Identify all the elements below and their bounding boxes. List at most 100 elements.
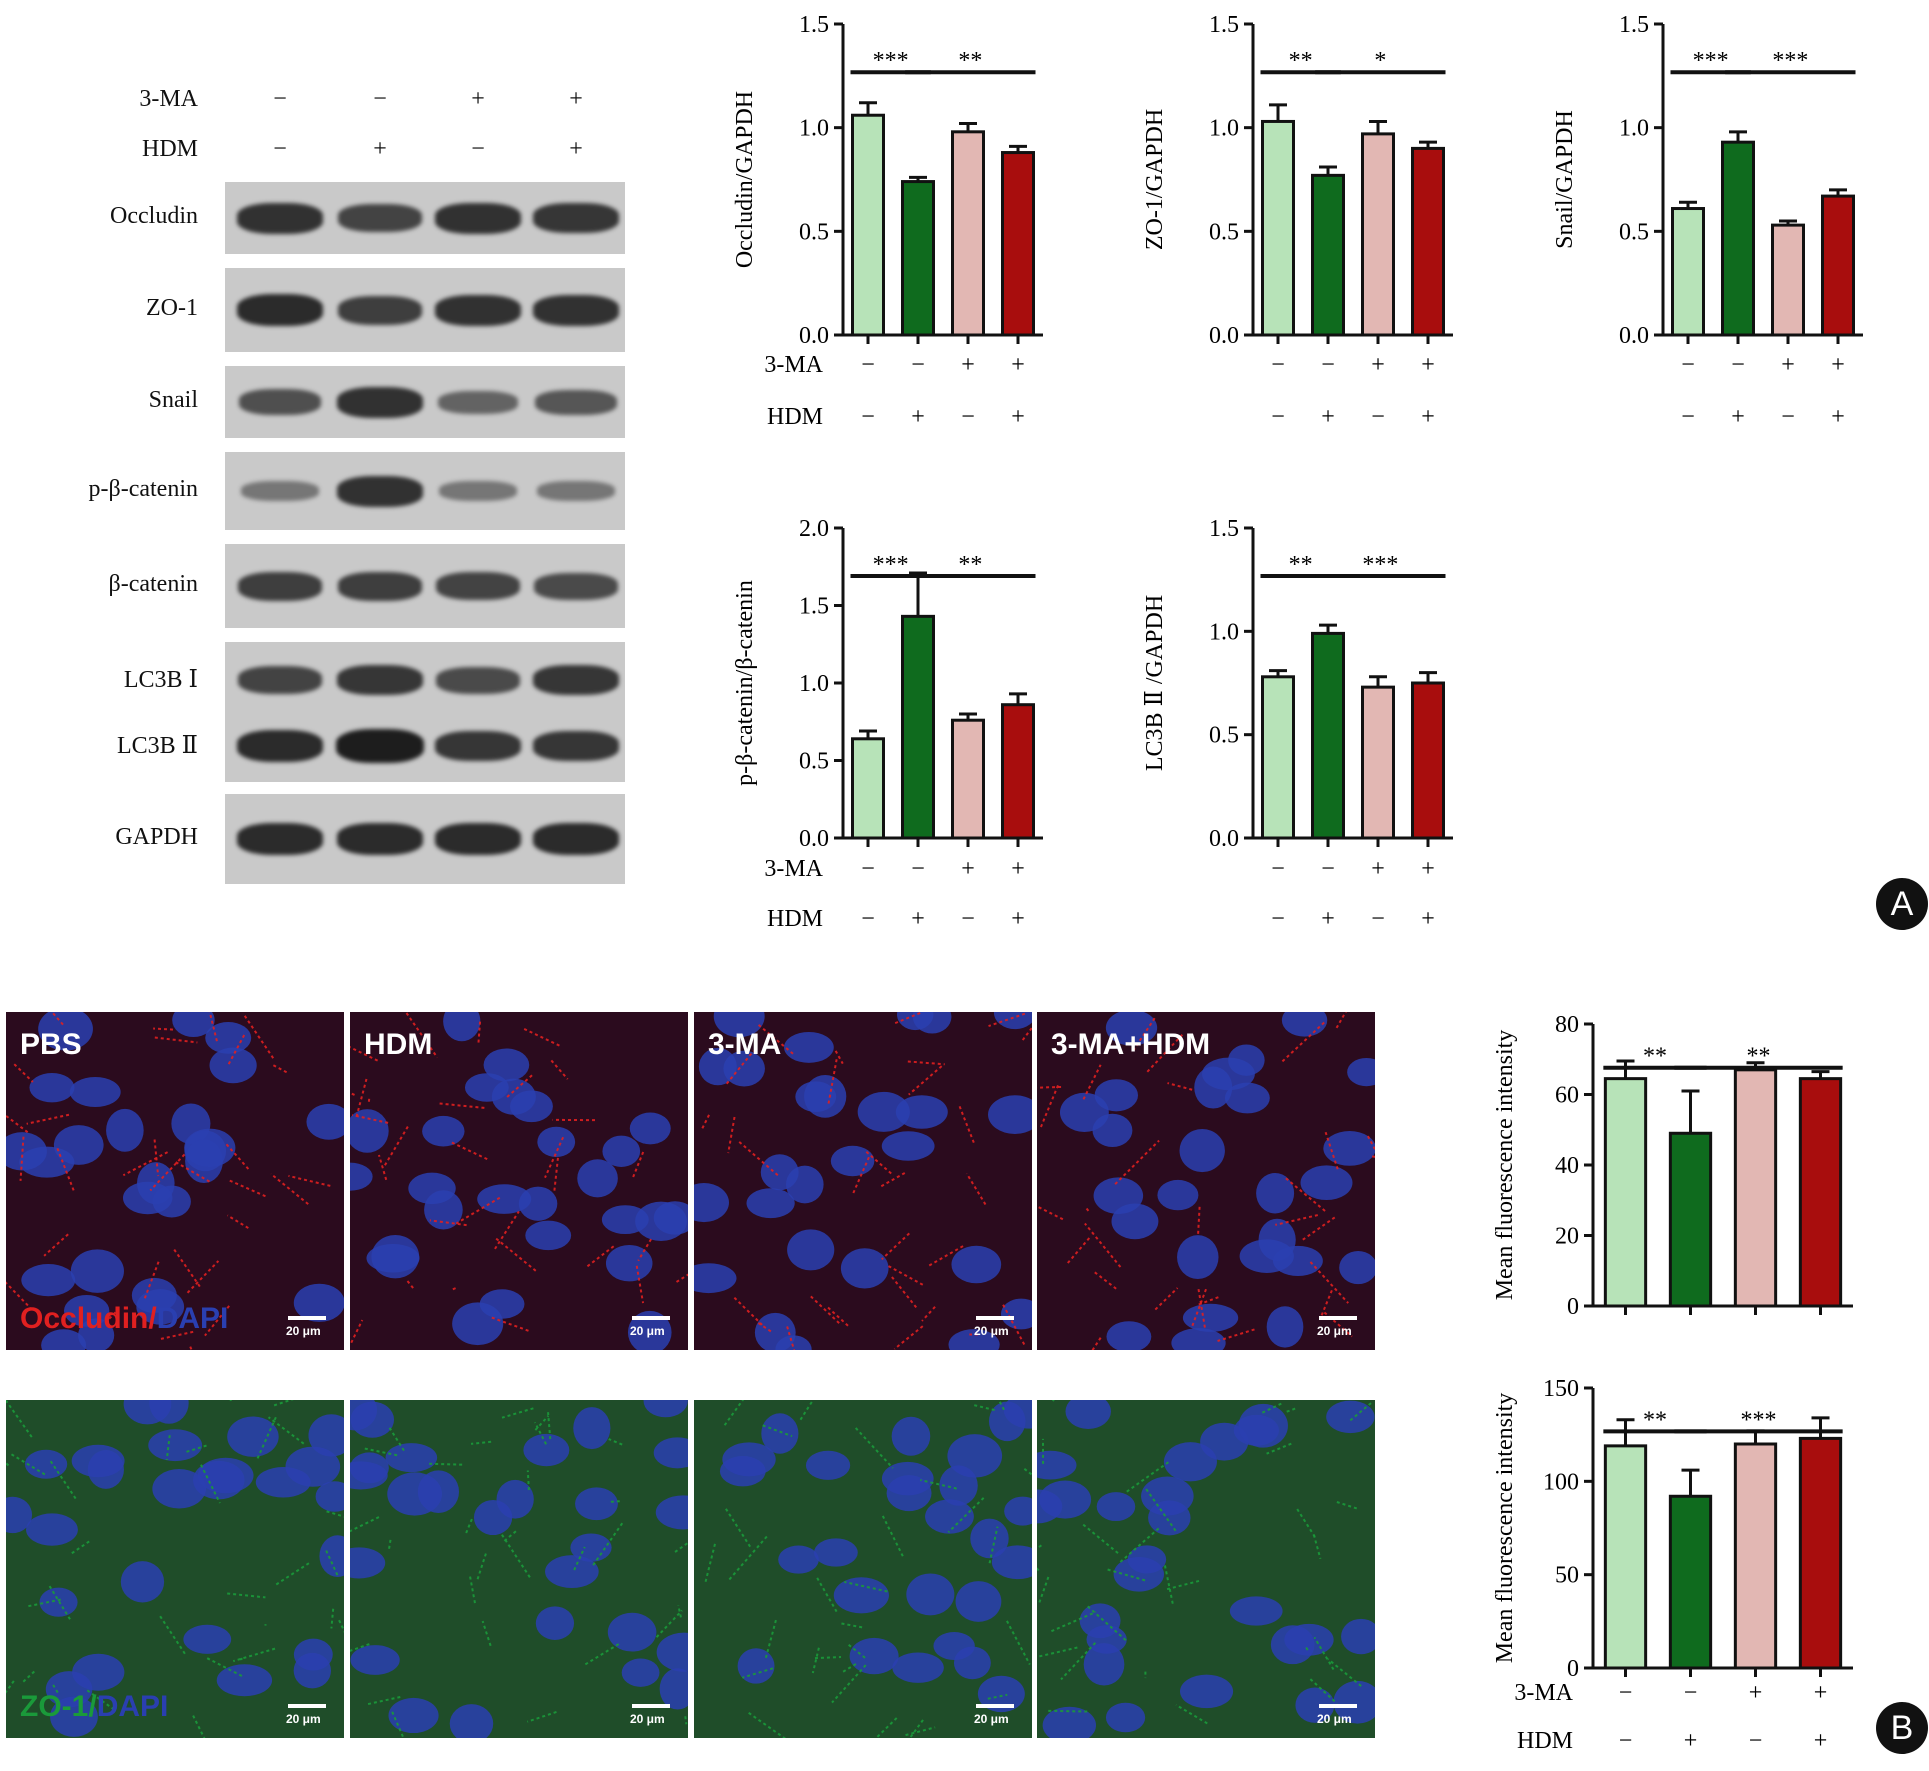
wb-treatment-sign: −	[273, 86, 287, 112]
micrograph-occludin-hdm: HDM 20 μm	[350, 1012, 688, 1350]
junction-signal	[534, 1421, 547, 1445]
wb-treatment-sign: +	[373, 136, 387, 162]
junction-signal	[1107, 1568, 1148, 1583]
blot-band	[238, 666, 322, 694]
treatment-sign: −	[1619, 1728, 1633, 1754]
nucleus	[993, 1012, 1032, 1030]
y-axis-label: Mean fluorescence intensity	[1492, 1393, 1518, 1664]
treatment-sign: +	[1831, 352, 1845, 378]
junction-signal	[816, 1577, 838, 1613]
junction-signal	[1175, 1704, 1208, 1725]
nucleus	[172, 1012, 215, 1037]
nucleus	[509, 1090, 553, 1123]
wb-treatment-sign: −	[471, 136, 485, 162]
nucleus	[120, 1561, 165, 1603]
junction-signal	[757, 1321, 772, 1333]
junction-signal	[1021, 1026, 1032, 1041]
junction-signal	[988, 1526, 999, 1564]
micrograph-image	[694, 1400, 1032, 1738]
junction-signal	[926, 1245, 964, 1268]
nucleus	[629, 1112, 671, 1145]
nucleus	[183, 1624, 232, 1654]
nucleus	[50, 1696, 98, 1737]
junction-signal	[108, 1308, 119, 1320]
y-tick-label: 1.5	[799, 594, 829, 620]
junction-signal	[451, 1141, 489, 1161]
treatment-sign: −	[911, 856, 925, 882]
treatment-sign: −	[1731, 352, 1745, 378]
nucleus	[1341, 1618, 1375, 1655]
nucleus	[653, 1201, 688, 1235]
nucleus	[1105, 1702, 1146, 1733]
junction-signal	[122, 1151, 169, 1177]
nucleus	[6, 1496, 33, 1534]
nucleus	[106, 1108, 144, 1152]
micrograph-zo-1-pbs: 20 μm ZO-1/DAPI	[6, 1400, 344, 1738]
bar	[1771, 223, 1805, 337]
junction-signal	[748, 1712, 787, 1738]
junction-signal	[1266, 1442, 1292, 1455]
junction-signal	[1275, 1214, 1319, 1226]
junction-signal	[852, 1156, 871, 1194]
junction-signal	[184, 1444, 207, 1454]
treatment-sign: +	[1814, 1728, 1828, 1754]
junction-signal	[391, 1711, 405, 1738]
junction-signal	[881, 1232, 910, 1261]
nucleus	[805, 1450, 851, 1480]
nucleus	[1094, 1079, 1139, 1112]
bar	[1261, 675, 1295, 840]
junction-signal	[1217, 1328, 1255, 1342]
nucleus	[833, 1577, 889, 1614]
junction-signal	[6, 1114, 29, 1134]
nucleus	[955, 1581, 1002, 1622]
nucleus	[577, 1159, 618, 1198]
nucleus	[1224, 1082, 1270, 1114]
nucleus	[1339, 1251, 1375, 1285]
treatment-sign: +	[1421, 352, 1435, 378]
nucleus	[601, 1205, 649, 1235]
junction-signal	[841, 1663, 857, 1674]
nucleus	[205, 1022, 252, 1054]
nucleus	[1157, 1179, 1199, 1211]
junction-signal	[723, 1400, 745, 1426]
junction-signal	[377, 1154, 388, 1181]
nucleus	[653, 1437, 688, 1469]
blot-strip	[225, 452, 625, 530]
stain-label-zo-1: ZO-1/DAPI	[20, 1690, 168, 1724]
junction-signal	[889, 1274, 918, 1309]
significance-label: **	[958, 552, 982, 578]
blot-band	[438, 481, 518, 501]
nucleus	[371, 1234, 420, 1279]
treatment-sign: +	[1321, 404, 1335, 430]
nucleus	[197, 1457, 254, 1494]
y-tick-label: 0.0	[799, 323, 829, 349]
significance-label: ***	[1772, 48, 1808, 74]
junction-signal	[888, 1265, 926, 1287]
treatment-sign: +	[1371, 352, 1385, 378]
junction-signal	[958, 1105, 976, 1145]
junction-signal	[1094, 1271, 1119, 1291]
nucleus	[775, 1335, 812, 1350]
treatment-sign: +	[1011, 404, 1025, 430]
micrograph-zo-1-3-ma: 20 μm	[694, 1400, 1032, 1738]
junction-signal	[701, 1113, 711, 1129]
bar	[1798, 1077, 1843, 1308]
junction-signal	[635, 1265, 645, 1304]
nucleus	[713, 1012, 765, 1038]
junction-signal	[352, 1114, 389, 1124]
bar	[901, 614, 935, 840]
junction-signal	[547, 1412, 552, 1441]
blot-label-catenin: β-catenin	[108, 571, 199, 597]
nucleus	[293, 1638, 333, 1671]
bar	[1311, 173, 1345, 337]
junction-signal	[965, 1173, 987, 1206]
treatment-sign: −	[861, 856, 875, 882]
bar-chart-6: 0 20 40 60 80 Mean fluorescence intensity ** **	[1492, 1012, 1853, 1320]
nucleus	[784, 1031, 834, 1063]
junction-signal	[811, 1647, 820, 1674]
bar	[951, 130, 985, 337]
micrograph-occludin-3-ma-hdm: 3-MA+HDM 20 μm	[1037, 1012, 1375, 1350]
significance-label: *	[1374, 48, 1386, 74]
junction-signal	[10, 1452, 46, 1476]
